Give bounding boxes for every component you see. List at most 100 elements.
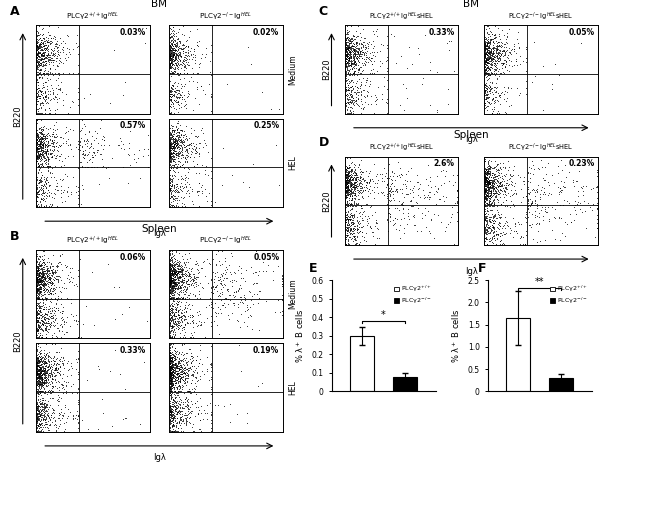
Point <box>181 277 192 285</box>
Point <box>31 406 42 414</box>
Point <box>31 123 42 131</box>
Point <box>343 188 353 196</box>
Point <box>497 231 507 239</box>
Point <box>340 220 350 228</box>
Point <box>347 93 358 102</box>
Point <box>343 169 354 177</box>
Point <box>31 145 42 153</box>
Point <box>166 277 176 285</box>
Point <box>174 418 185 426</box>
Point <box>60 50 71 58</box>
Point <box>40 368 50 376</box>
Point <box>34 253 45 261</box>
Point <box>252 279 262 287</box>
Point <box>167 258 177 266</box>
Point <box>489 211 500 219</box>
Point <box>34 288 45 296</box>
Point <box>73 412 83 420</box>
Point <box>352 53 363 61</box>
Point <box>164 277 175 285</box>
Point <box>34 87 45 95</box>
Point <box>165 249 176 258</box>
Point <box>165 276 176 284</box>
Point <box>203 301 214 309</box>
Point <box>43 71 53 79</box>
Point <box>50 93 60 101</box>
Point <box>31 56 42 64</box>
Point <box>171 294 181 302</box>
Point <box>345 181 356 189</box>
Point <box>340 53 350 61</box>
Point <box>40 149 50 157</box>
Point <box>34 49 45 57</box>
Point <box>31 299 42 308</box>
Point <box>164 260 175 268</box>
Point <box>164 166 175 174</box>
Point <box>492 109 502 117</box>
Point <box>164 271 175 279</box>
Point <box>167 41 177 49</box>
Point <box>165 333 176 341</box>
Point <box>168 44 178 52</box>
Point <box>344 172 354 180</box>
Point <box>344 42 355 50</box>
Point <box>35 370 46 378</box>
Point <box>166 138 176 146</box>
Point <box>168 40 179 48</box>
Point <box>35 141 46 149</box>
Point <box>166 373 177 381</box>
Point <box>530 72 540 80</box>
Point <box>41 141 51 149</box>
Point <box>171 105 181 113</box>
Point <box>350 225 361 233</box>
Point <box>164 276 175 284</box>
Point <box>169 57 179 65</box>
Point <box>167 279 177 287</box>
Point <box>34 421 45 429</box>
Point <box>31 380 42 388</box>
Point <box>202 256 213 264</box>
Point <box>49 365 60 373</box>
Point <box>179 366 190 374</box>
Point <box>173 258 183 266</box>
Point <box>38 423 48 431</box>
Point <box>177 295 187 304</box>
Point <box>32 192 42 200</box>
Point <box>170 285 180 293</box>
Point <box>575 183 586 191</box>
Point <box>164 385 175 393</box>
Point <box>164 141 175 149</box>
Point <box>174 324 184 332</box>
Point <box>172 125 182 133</box>
Point <box>59 357 70 365</box>
Point <box>31 279 42 287</box>
Point <box>54 258 64 266</box>
Point <box>168 85 178 93</box>
Point <box>484 59 495 67</box>
Point <box>34 270 44 278</box>
Point <box>46 387 57 395</box>
Point <box>36 156 46 164</box>
Point <box>168 142 179 150</box>
Point <box>493 177 504 185</box>
Point <box>36 374 47 382</box>
Point <box>341 183 352 191</box>
Point <box>176 140 187 148</box>
Point <box>351 46 361 55</box>
Point <box>44 181 54 189</box>
Point <box>188 362 199 370</box>
Point <box>343 235 353 243</box>
Point <box>62 357 73 365</box>
Point <box>341 57 351 65</box>
Point <box>200 370 210 378</box>
Point <box>344 189 355 197</box>
Point <box>44 141 54 149</box>
Point <box>32 327 42 335</box>
Point <box>47 374 57 382</box>
Point <box>36 139 46 147</box>
Point <box>34 73 45 81</box>
Point <box>38 357 48 365</box>
Point <box>480 195 491 203</box>
Point <box>349 235 359 243</box>
Point <box>480 68 491 76</box>
